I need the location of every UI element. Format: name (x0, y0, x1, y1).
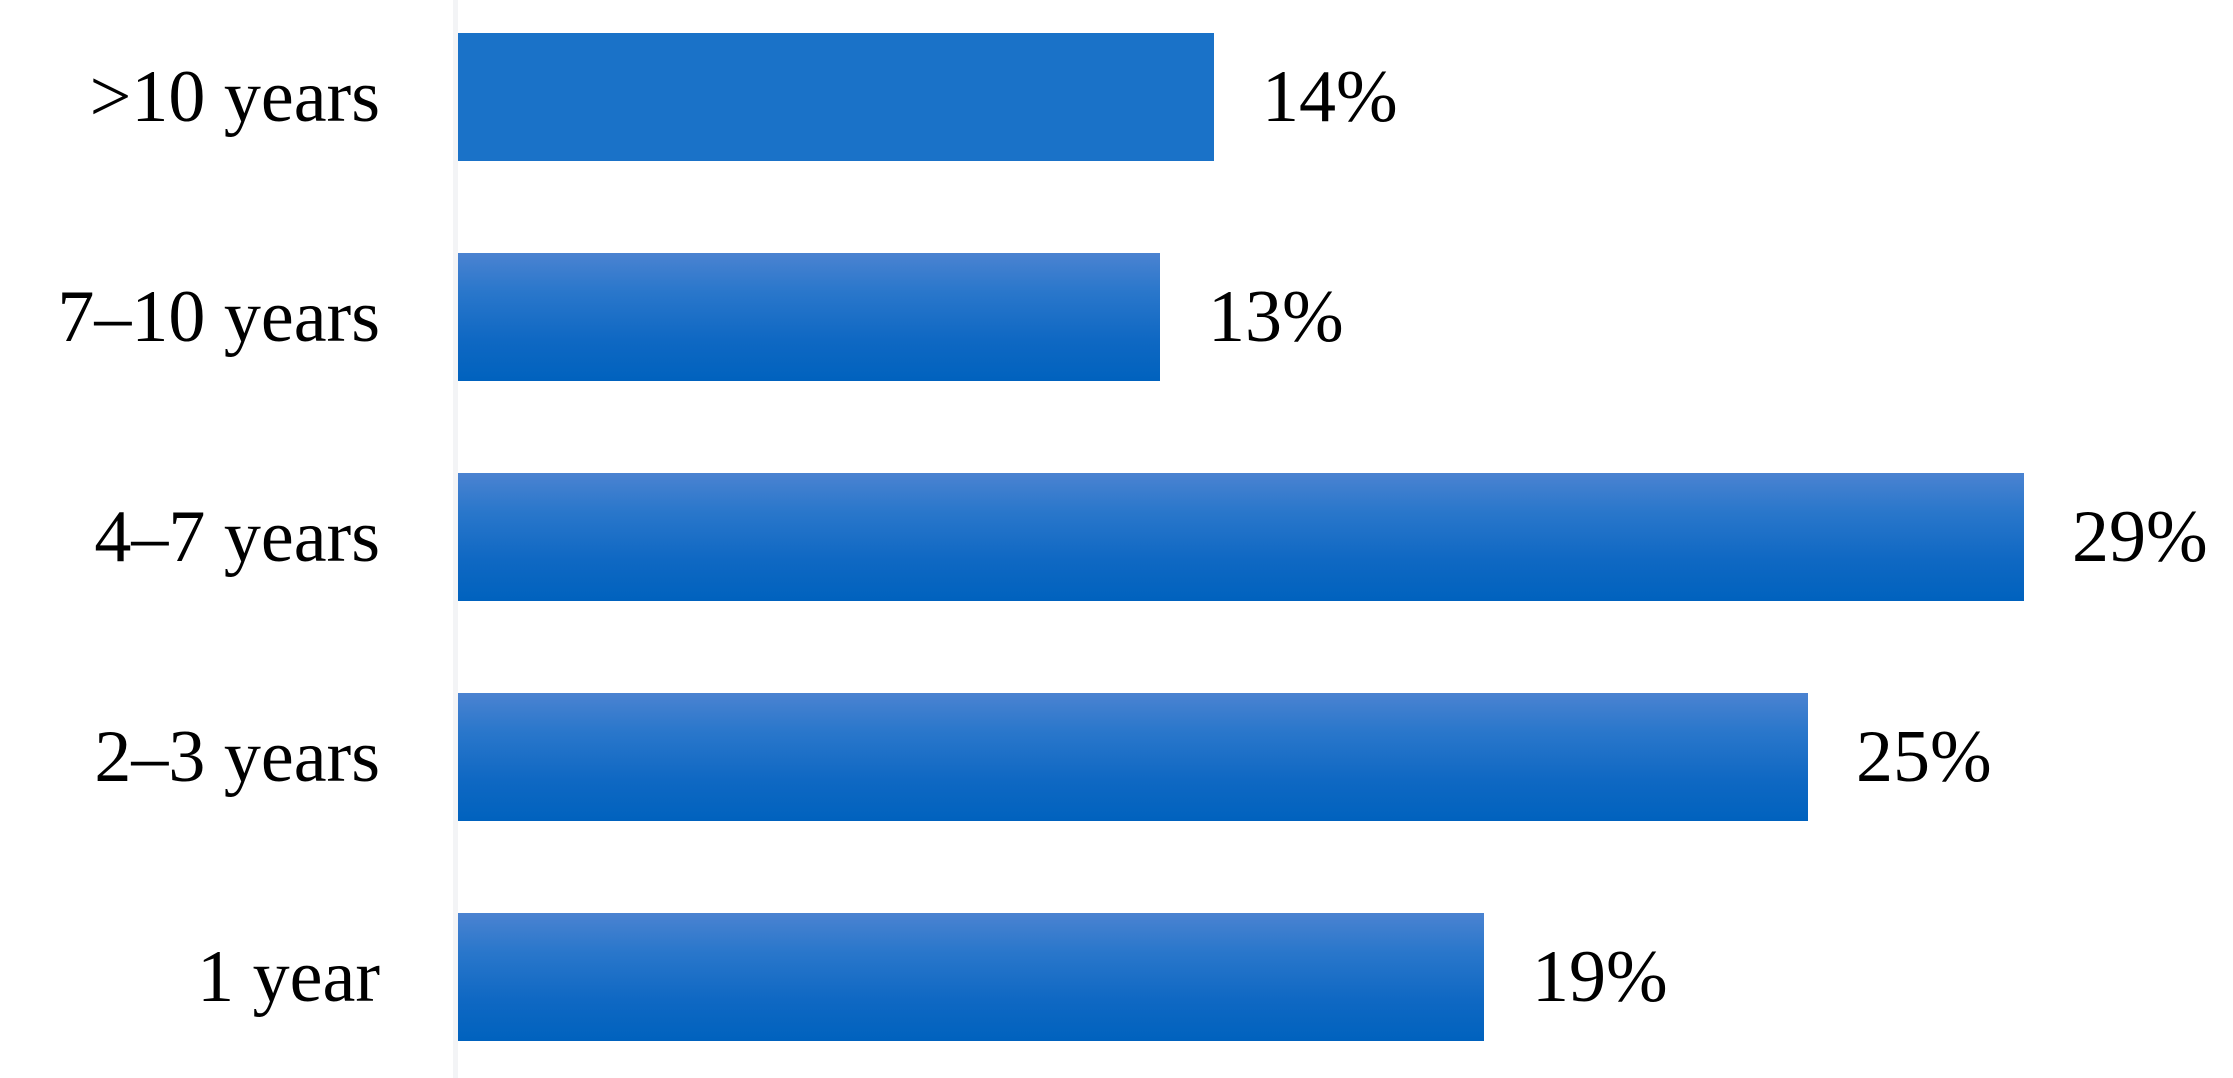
data-label: 14% (1262, 56, 1398, 138)
bar-row: 7–10 years 13% (0, 253, 2233, 381)
bar-track: 29% (458, 473, 2233, 601)
category-axis-label: >10 years (89, 56, 380, 138)
category-axis-label: 2–3 years (94, 716, 380, 798)
bar (458, 693, 1808, 821)
category-axis-label: 4–7 years (94, 496, 380, 578)
bar (458, 33, 1214, 161)
bar-row: >10 years 14% (0, 33, 2233, 161)
data-label: 19% (1532, 936, 1668, 1018)
data-label: 25% (1856, 716, 1992, 798)
bar (458, 913, 1484, 1041)
category-axis-label: 1 year (197, 936, 380, 1018)
bar-track: 14% (458, 33, 2233, 161)
bar-row: 4–7 years 29% (0, 473, 2233, 601)
data-label: 29% (2072, 496, 2208, 578)
bar-row: 1 year 19% (0, 913, 2233, 1041)
bar (458, 473, 2024, 601)
category-axis-label: 7–10 years (57, 276, 380, 358)
bar-track: 25% (458, 693, 2233, 821)
data-label: 13% (1208, 276, 1344, 358)
bar-track: 13% (458, 253, 2233, 381)
bar-track: 19% (458, 913, 2233, 1041)
category-axis-line (453, 0, 458, 1078)
bar-row: 2–3 years 25% (0, 693, 2233, 821)
bar (458, 253, 1160, 381)
